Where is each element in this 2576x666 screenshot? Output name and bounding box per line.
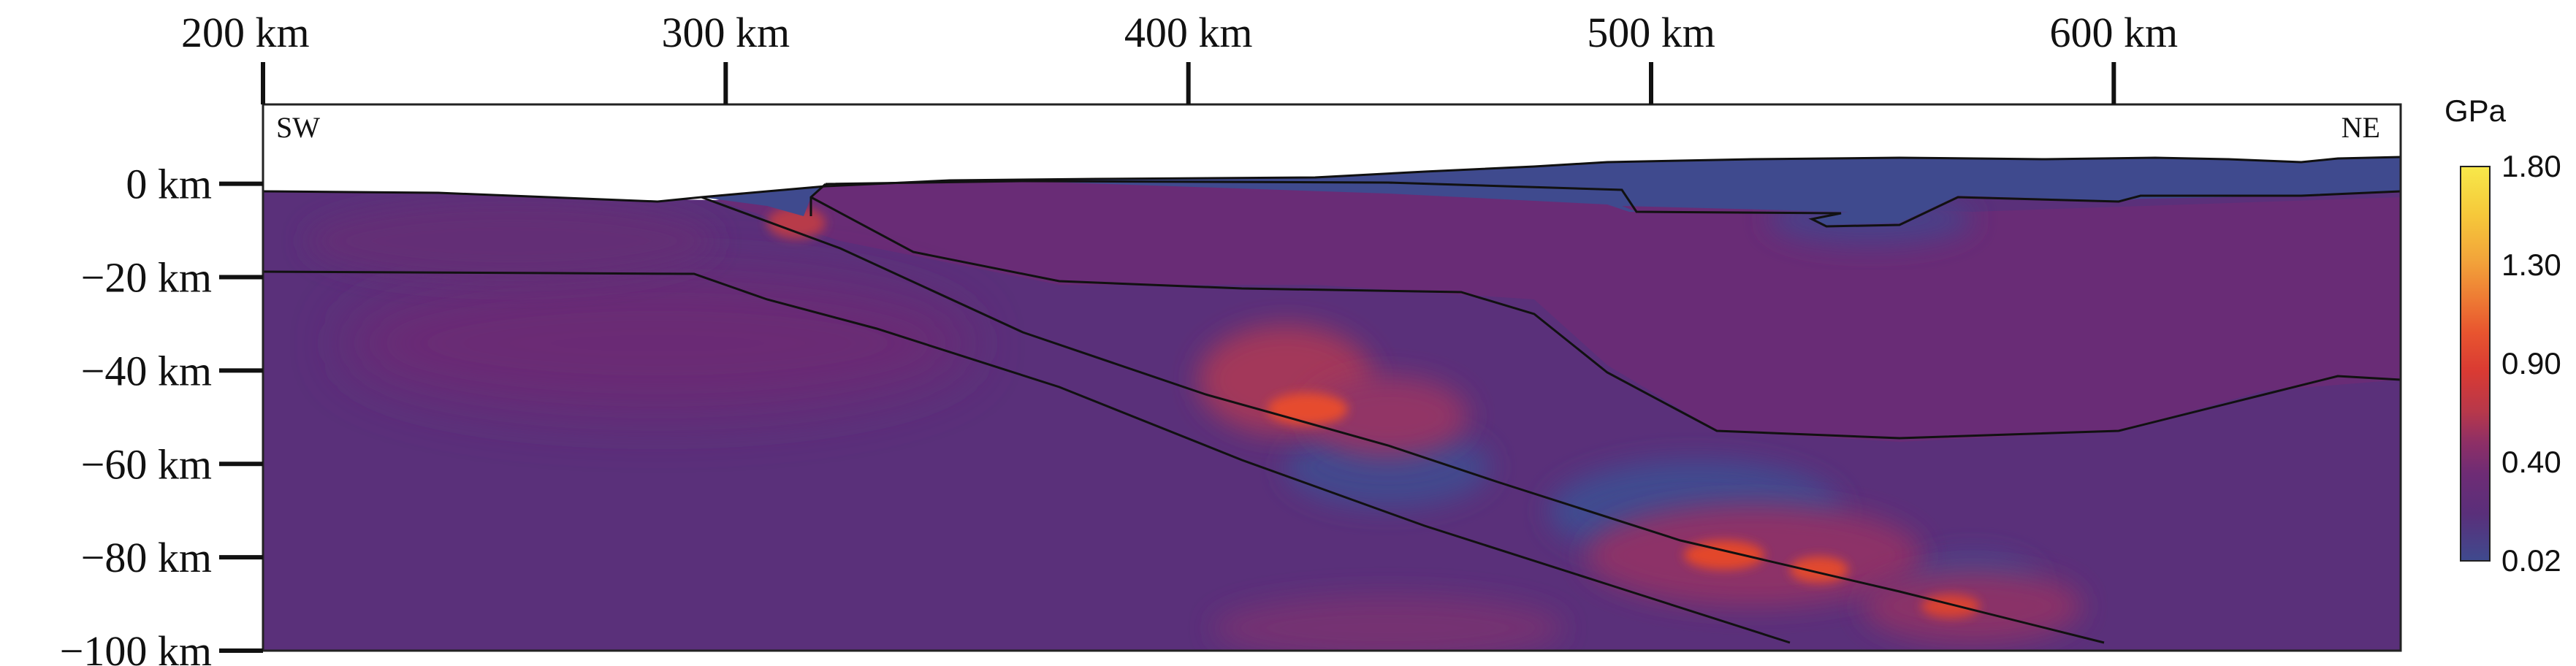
- topography-line: [263, 156, 2401, 203]
- colorbar: GPa 1.80 1.30 0.90 0.40 0.02: [2444, 93, 2561, 578]
- y-tick-label: −60 km: [81, 440, 212, 488]
- x-tick-label: 500 km: [1587, 9, 1715, 56]
- hotspot-3: [1790, 556, 1848, 583]
- y-tick-label: −100 km: [60, 627, 212, 666]
- moderate-zone-6: [1213, 595, 1563, 651]
- y-tick-label: −80 km: [81, 534, 212, 581]
- colorbar-ticks: 1.80 1.30 0.90 0.40 0.02: [2501, 149, 2561, 578]
- structural-boundaries: [263, 156, 2401, 644]
- hotspot-1: [1268, 393, 1348, 425]
- colorbar-unit: GPa: [2444, 93, 2507, 128]
- sw-label: SW: [276, 111, 320, 144]
- colorbar-tick-label: 0.90: [2501, 346, 2561, 380]
- hotspot-2: [1684, 540, 1764, 570]
- air-region: [263, 104, 2401, 202]
- moho-boundary: [810, 196, 2401, 440]
- x-tick-label: 200 km: [181, 9, 310, 56]
- colorbar-tick-label: 0.02: [2501, 543, 2561, 578]
- ne-label: NE: [2341, 111, 2380, 144]
- colorbar-tick-label: 0.40: [2501, 445, 2561, 479]
- left-upper-blob: [307, 201, 716, 281]
- y-axis: 0 km −20 km −40 km −60 km −80 km −100 km: [60, 161, 263, 666]
- x-tick-label: 600 km: [2050, 9, 2179, 56]
- x-tick-label: 400 km: [1124, 9, 1253, 56]
- stress-field: [263, 104, 2401, 651]
- x-axis: 200 km 300 km 400 km 500 km 600 km: [181, 9, 2178, 104]
- upper-plate-edge: [809, 183, 827, 216]
- upper-crust-low-stress: [701, 157, 2401, 225]
- low-stress-zone-1: [1286, 427, 1490, 508]
- y-tick-label: −40 km: [81, 347, 212, 394]
- moderate-zone-2: [1308, 376, 1468, 456]
- colorbar-scale: [2460, 166, 2491, 562]
- colorbar-tick-label: 1.30: [2501, 248, 2561, 282]
- left-field-blob: [343, 274, 972, 413]
- slab-top-interface: [701, 196, 2105, 644]
- upper-plate-base: [825, 180, 2401, 228]
- plot-border: [262, 103, 2402, 652]
- y-tick-label: 0 km: [126, 161, 212, 208]
- upper-plate-zone: [716, 180, 2401, 442]
- colorbar-tick-label: 1.80: [2501, 149, 2561, 183]
- slab-bottom-interface: [263, 270, 1791, 644]
- hotspot-4: [1921, 594, 1980, 618]
- x-tick-label: 300 km: [662, 9, 790, 56]
- y-tick-label: −20 km: [81, 254, 212, 302]
